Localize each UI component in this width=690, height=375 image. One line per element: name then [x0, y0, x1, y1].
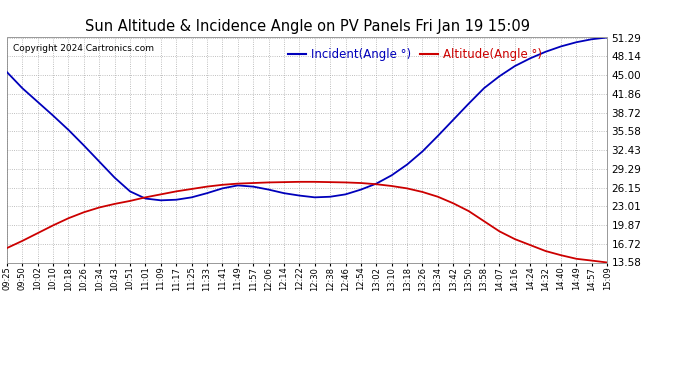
Text: Copyright 2024 Cartronics.com: Copyright 2024 Cartronics.com	[13, 44, 154, 53]
Title: Sun Altitude & Incidence Angle on PV Panels Fri Jan 19 15:09: Sun Altitude & Incidence Angle on PV Pan…	[85, 18, 529, 33]
Legend: Incident(Angle °), Altitude(Angle °): Incident(Angle °), Altitude(Angle °)	[284, 44, 546, 66]
